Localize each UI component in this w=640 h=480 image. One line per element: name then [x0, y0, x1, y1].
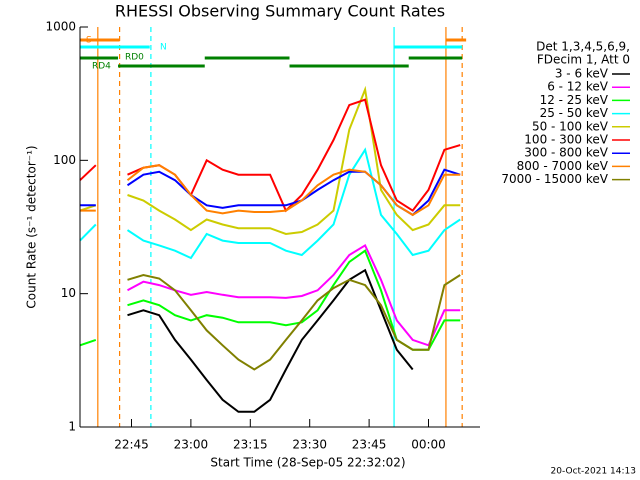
- x-tick-label: 22:45: [114, 438, 149, 452]
- legend-title: Det 1,3,4,5,6,9,: [536, 40, 630, 54]
- legend-label: 12 - 25 keV: [540, 93, 609, 107]
- x-tick-label: 00:00: [411, 438, 446, 452]
- legend-label: 3 - 6 keV: [555, 67, 609, 81]
- y-tick-label: 1000: [45, 20, 76, 34]
- x-tick-label: 23:30: [292, 438, 327, 452]
- x-tick-label: 23:00: [174, 438, 209, 452]
- x-tick-label: 23:15: [233, 438, 268, 452]
- chart-title: RHESSI Observing Summary Count Rates: [115, 2, 445, 21]
- y-tick-label: 10: [61, 286, 76, 300]
- legend-label: 50 - 100 keV: [532, 119, 609, 133]
- series-line: [79, 147, 461, 260]
- legend-label: 100 - 300 keV: [524, 133, 608, 147]
- series-line: [127, 268, 414, 413]
- x-tick-label: 23:45: [352, 438, 387, 452]
- legend-label: 800 - 7000 keV: [517, 159, 609, 173]
- legend-label: 7000 - 15000 keV: [501, 172, 608, 186]
- footer-date: 20-Oct-2021 14:13: [551, 467, 636, 477]
- legend-label: 6 - 12 keV: [547, 80, 609, 94]
- series-line: [127, 273, 461, 371]
- y-axis-label: Count Rate (s⁻¹ detector⁻¹): [25, 145, 39, 308]
- legend-label: 300 - 800 keV: [524, 146, 608, 160]
- flag-label: RD4: [92, 62, 111, 72]
- legend-title: FDecim 1, Att 0: [537, 53, 630, 67]
- series-line: [127, 243, 461, 347]
- flag-label: RD0: [125, 53, 144, 63]
- y-tick-label: 100: [53, 153, 76, 167]
- flag-label: S: [86, 36, 92, 46]
- x-axis-label: Start Time (28-Sep-05 22:32:02): [210, 456, 405, 470]
- y-tick-label: 1: [68, 420, 76, 434]
- series-line: [80, 164, 461, 217]
- flag-label: N: [160, 43, 167, 53]
- legend-label: 25 - 50 keV: [540, 106, 609, 120]
